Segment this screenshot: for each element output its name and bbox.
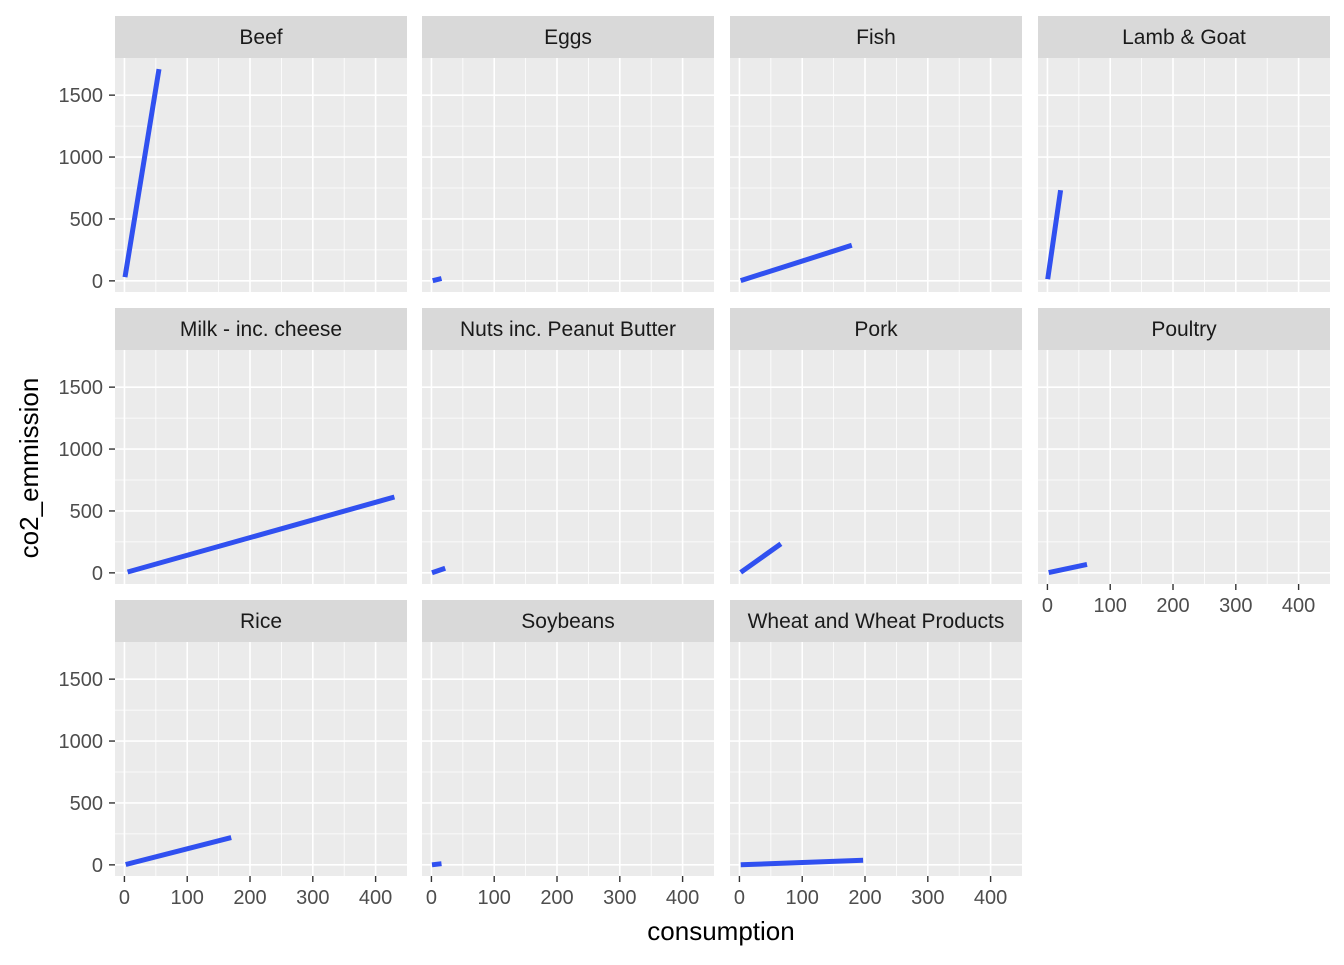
facet-strip (115, 600, 407, 642)
x-tick-label: 200 (540, 887, 573, 909)
y-tick-label: 500 (70, 793, 103, 815)
facet-panel: Milk - inc. cheese (115, 308, 407, 584)
facet-panel: Soybeans (422, 600, 714, 876)
x-tick-label: 400 (666, 887, 699, 909)
facet-strip (422, 308, 714, 350)
x-tick-label: 200 (233, 887, 266, 909)
series-line (125, 835, 232, 867)
facet-panel: Rice (115, 600, 407, 876)
facet-panel: Fish (730, 16, 1022, 292)
y-tick-label: 500 (70, 501, 103, 523)
y-tick-label: 1000 (59, 439, 104, 461)
facet-panels: Beef Eggs Fish Lamb & Goat Milk - inc. chees… (115, 16, 1330, 876)
x-tick-label: 0 (734, 887, 745, 909)
panel-background (115, 642, 407, 876)
series-line (739, 541, 783, 575)
panel-background (115, 350, 407, 584)
x-tick-label: 300 (603, 887, 636, 909)
facet-panel: Pork (730, 308, 1022, 584)
facet-label: Wheat and Wheat Products (748, 610, 1005, 633)
x-tick-label: 200 (848, 887, 881, 909)
series-line (1045, 189, 1064, 280)
facet-label: Soybeans (521, 610, 614, 633)
x-tick-label: 300 (911, 887, 944, 909)
facet-label: Nuts inc. Peanut Butter (460, 318, 676, 341)
facet-panel: Beef (115, 16, 407, 292)
y-axis-title: co2_emmission (14, 378, 44, 559)
panel-background (422, 58, 714, 292)
facet-strip (422, 16, 714, 58)
facet-label: Rice (240, 610, 282, 633)
series-line (122, 68, 162, 278)
x-tick-label: 0 (119, 887, 130, 909)
facet-strip (730, 308, 1022, 350)
x-tick-label: 300 (296, 887, 329, 909)
y-tick-label: 0 (92, 271, 103, 293)
series-line (739, 242, 853, 283)
panel-background (115, 58, 407, 292)
facet-label: Lamb & Goat (1122, 26, 1246, 49)
y-tick-label: 1500 (59, 377, 104, 399)
facet-label: Fish (856, 26, 896, 49)
facet-panel: Eggs (422, 16, 714, 292)
y-tick-label: 0 (92, 855, 103, 877)
y-tick-label: 1000 (59, 731, 104, 753)
facet-strip (422, 600, 714, 642)
x-tick-label: 0 (1042, 595, 1053, 617)
panel-background (730, 642, 1022, 876)
series-line (740, 857, 864, 868)
y-tick-label: 1000 (59, 147, 104, 169)
facet-strip (115, 308, 407, 350)
y-tick-label: 0 (92, 563, 103, 585)
facet-strip (1038, 16, 1330, 58)
x-tick-label: 0 (426, 887, 437, 909)
panel-background (422, 350, 714, 584)
x-tick-label: 100 (786, 887, 819, 909)
series-line (431, 565, 447, 576)
x-tick-label: 200 (1156, 595, 1189, 617)
x-tick-label: 100 (1094, 595, 1127, 617)
x-tick-label: 100 (478, 887, 511, 909)
facet-panel: Wheat and Wheat Products (730, 600, 1022, 876)
facet-panel: Lamb & Goat (1038, 16, 1330, 292)
facet-strip (1038, 308, 1330, 350)
x-tick-label: 400 (1282, 595, 1315, 617)
facet-panel: Nuts inc. Peanut Butter (422, 308, 714, 584)
facet-label: Beef (239, 26, 282, 49)
x-tick-label: 400 (359, 887, 392, 909)
facet-panel: Poultry (1038, 308, 1330, 584)
facet-label: Milk - inc. cheese (180, 318, 342, 341)
x-tick-label: 400 (974, 887, 1007, 909)
series-line (431, 861, 442, 868)
panel-background (1038, 350, 1330, 584)
facet-label: Poultry (1151, 318, 1217, 341)
y-tick-label: 1500 (59, 85, 104, 107)
facet-strip (730, 600, 1022, 642)
x-tick-label: 100 (171, 887, 204, 909)
facet-label: Eggs (544, 26, 592, 49)
panel-background (730, 58, 1022, 292)
y-tick-label: 1500 (59, 669, 104, 691)
series-line (126, 494, 396, 575)
y-tick-label: 500 (70, 209, 103, 231)
facet-strip (730, 16, 1022, 58)
series-line (1048, 561, 1088, 576)
series-line (432, 276, 443, 284)
x-axis-title: consumption (647, 916, 794, 946)
panel-background (1038, 58, 1330, 292)
x-tick-label: 300 (1219, 595, 1252, 617)
facet-strip (115, 16, 407, 58)
facet-label: Pork (854, 318, 898, 341)
panel-background (422, 642, 714, 876)
